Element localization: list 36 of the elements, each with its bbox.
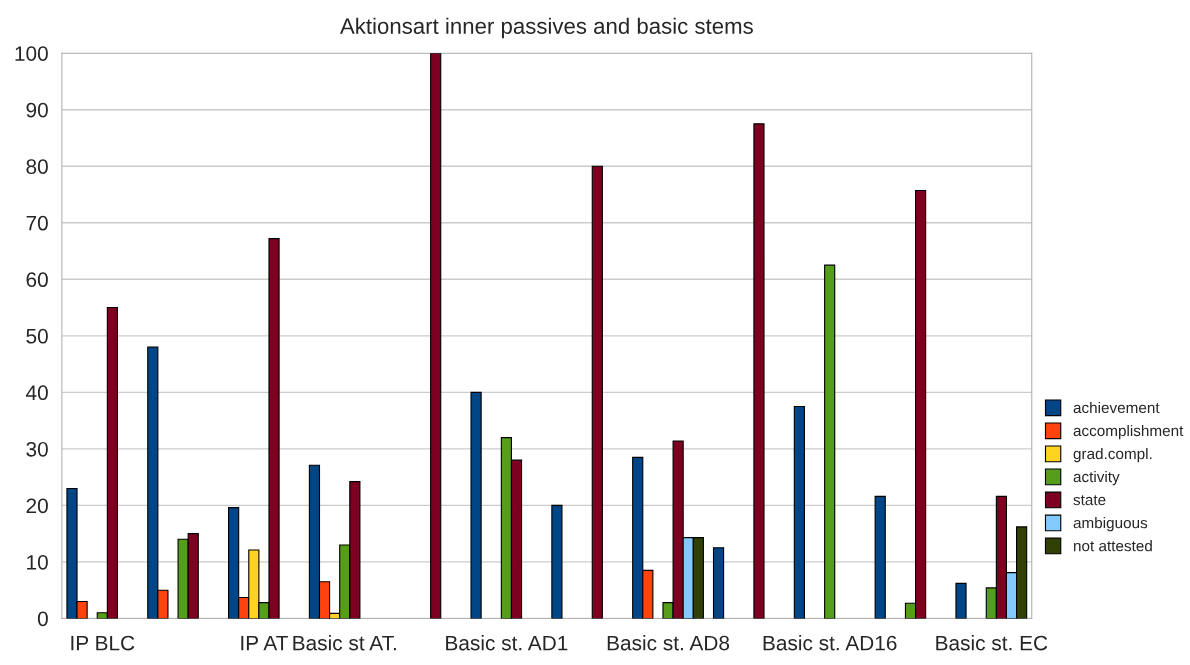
y-tick-label: 60	[26, 272, 48, 288]
bar	[470, 391, 482, 619]
legend-label: not attested	[1073, 540, 1152, 552]
y-tick-label: 100	[15, 46, 48, 61]
y-tick-label: 30	[26, 441, 48, 457]
x-tick-label: Basic st. AD16	[763, 635, 897, 651]
bar	[793, 405, 805, 619]
chart-title: Aktionsart inner passives and basic stems	[339, 17, 753, 39]
y-tick-label: 0	[37, 611, 48, 627]
x-tick-label: Basic st. AD1	[446, 635, 568, 651]
x-tick-label: Basic st. EC	[936, 635, 1048, 651]
bar	[430, 53, 442, 619]
bar	[753, 123, 765, 619]
legend-label: grad.compl.	[1073, 447, 1152, 463]
legend-label: accomplishment	[1073, 424, 1184, 440]
y-tick-label: 50	[26, 328, 48, 344]
y-tick-label: 70	[26, 215, 48, 231]
bar	[955, 582, 967, 619]
bar	[712, 547, 725, 619]
y-tick-label: 80	[26, 159, 48, 174]
legend-label: achievement	[1073, 401, 1160, 414]
y-tick-label: 10	[27, 554, 48, 570]
legend-label: activity	[1073, 470, 1120, 486]
x-tick-label: Basic st AT.	[293, 635, 396, 651]
bar	[824, 264, 836, 619]
x-tick-label: IP BLC	[71, 635, 135, 651]
x-tick-label: Basic st. AD8	[607, 635, 730, 651]
x-tick-label: IP AT	[241, 635, 288, 651]
bar	[591, 165, 603, 619]
y-tick-label: 20	[26, 498, 48, 514]
y-tick-label: 90	[26, 102, 48, 118]
legend-label: state	[1073, 495, 1106, 506]
y-tick-label: 40	[25, 385, 48, 401]
bar	[551, 504, 563, 619]
legend-label: ambiguous	[1073, 517, 1148, 532]
bar	[874, 495, 886, 619]
